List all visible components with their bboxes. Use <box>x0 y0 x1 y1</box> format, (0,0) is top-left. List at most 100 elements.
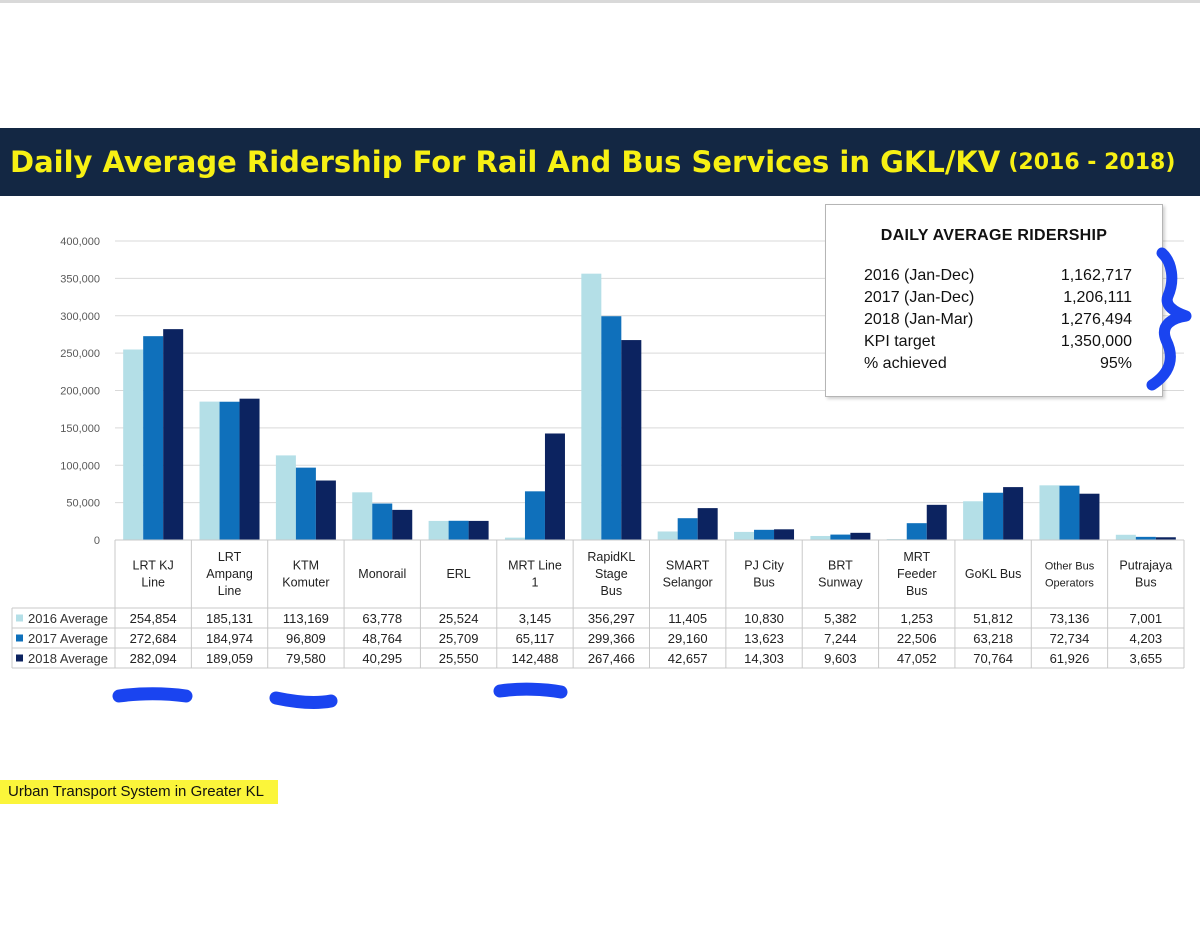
category-label: Bus <box>753 576 775 590</box>
bar <box>1155 537 1176 540</box>
y-tick-label: 400,000 <box>60 236 100 248</box>
legend-label: 2016 Average <box>28 611 108 626</box>
bar <box>448 520 469 540</box>
data-value-label: 272,684 <box>130 631 177 646</box>
summary-row-label: % achieved <box>864 355 947 372</box>
category-label: Bus <box>1135 576 1157 590</box>
bar <box>468 520 489 540</box>
bar <box>1135 536 1156 540</box>
data-value-label: 282,094 <box>130 651 177 666</box>
category-label: Putrajaya <box>1119 559 1172 573</box>
data-value-label: 9,603 <box>824 651 857 666</box>
summary-rows: 2016 (Jan-Dec) 1,162,717 2017 (Jan-Dec) … <box>864 265 1132 375</box>
category-label: MRT Line <box>508 559 562 573</box>
data-value-label: 14,303 <box>744 651 784 666</box>
bar <box>830 534 851 540</box>
category-label: GoKL Bus <box>965 567 1022 581</box>
category-label: KTM <box>293 559 319 573</box>
bar <box>1079 493 1100 540</box>
y-tick-label: 100,000 <box>60 460 100 472</box>
data-value-label: 47,052 <box>897 651 937 666</box>
category-label: Selangor <box>663 576 713 590</box>
data-value-label: 48,764 <box>362 631 402 646</box>
category-label: Line <box>218 584 242 598</box>
bar <box>275 455 296 540</box>
summary-row-value: 1,206,111 <box>1063 289 1132 306</box>
pen-underline-lrt-kj <box>112 687 193 703</box>
summary-row: KPI target 1,350,000 <box>864 331 1132 353</box>
bar <box>926 504 947 540</box>
bar <box>1059 485 1080 540</box>
pen-underline-mrt <box>493 682 568 699</box>
data-value-label: 25,550 <box>439 651 479 666</box>
bar <box>621 340 642 540</box>
summary-row-value: 1,162,717 <box>1060 267 1132 284</box>
category-label: PJ City <box>744 559 784 573</box>
summary-row: 2016 (Jan-Dec) 1,162,717 <box>864 265 1132 287</box>
data-value-label: 184,974 <box>206 631 253 646</box>
data-value-label: 25,709 <box>439 631 479 646</box>
category-label: 1 <box>531 576 538 590</box>
data-value-label: 70,764 <box>973 651 1013 666</box>
data-value-label: 42,657 <box>668 651 708 666</box>
summary-row-value: 1,276,494 <box>1060 311 1132 328</box>
ridership-chart: 0 50,000 100,000 150,000 200,000 250,000 300,0… <box>11 236 1185 669</box>
summary-row-label: 2017 (Jan-Dec) <box>864 289 975 306</box>
bar <box>219 401 240 540</box>
category-label: MRT <box>903 550 930 564</box>
bar <box>524 491 545 540</box>
summary-row: % achieved 95% <box>864 353 1132 375</box>
summary-row-value: 95% <box>1099 355 1132 372</box>
data-value-label: 61,926 <box>1050 651 1090 666</box>
data-value-label: 4,203 <box>1130 631 1163 646</box>
bar <box>581 273 602 540</box>
bar <box>239 398 260 540</box>
data-value-label: 142,488 <box>511 651 558 666</box>
category-label: Feeder <box>897 567 937 581</box>
pen-underline-ktm <box>269 691 338 709</box>
data-value-label: 63,218 <box>973 631 1013 646</box>
category-label: Stage <box>595 567 628 581</box>
category-label: LRT <box>218 550 242 564</box>
summary-row-label: KPI target <box>864 333 936 350</box>
data-value-label: 79,580 <box>286 651 326 666</box>
data-value-label: 113,169 <box>283 611 329 626</box>
data-value-label: 73,136 <box>1050 611 1090 626</box>
category-label: Monorail <box>358 567 406 581</box>
category-label: SMART <box>666 559 710 573</box>
bar <box>774 529 795 540</box>
legend-label: 2017 Average <box>28 631 108 646</box>
bar <box>983 492 1004 540</box>
bar <box>428 520 449 540</box>
category-label: Operators <box>1045 578 1094 590</box>
data-value-label: 96,809 <box>286 631 326 646</box>
chart-title-years: (2016 - 2018) <box>1008 149 1176 175</box>
data-value-label: 189,059 <box>206 651 253 666</box>
category-label: Ampang <box>206 567 253 581</box>
bar <box>1039 485 1060 540</box>
data-value-label: 7,001 <box>1130 611 1163 626</box>
data-value-label: 299,366 <box>588 631 635 646</box>
category-label: Sunway <box>818 576 863 590</box>
legend-label: 2018 Average <box>28 651 108 666</box>
category-label: RapidKL <box>587 550 635 564</box>
bar <box>906 523 927 540</box>
bar <box>697 508 718 540</box>
data-value-label: 13,623 <box>744 631 784 646</box>
data-value-label: 10,830 <box>744 611 784 626</box>
bar <box>544 433 565 540</box>
data-value-label: 267,466 <box>588 651 635 666</box>
bar <box>850 532 871 540</box>
data-value-label: 11,405 <box>668 611 707 626</box>
y-tick-label: 150,000 <box>60 423 100 435</box>
data-value-label: 356,297 <box>588 611 635 626</box>
data-value-label: 7,244 <box>824 631 857 646</box>
y-tick-label: 200,000 <box>60 386 100 398</box>
data-value-label: 65,117 <box>516 631 555 646</box>
bar <box>1003 487 1024 540</box>
title-banner: Daily Average Ridership For Rail And Bus… <box>0 128 1200 196</box>
summary-box: DAILY AVERAGE RIDERSHIP 2016 (Jan-Dec) 1… <box>825 204 1163 397</box>
data-value-label: 3,655 <box>1130 651 1163 666</box>
legend-swatch <box>16 634 23 642</box>
legend-swatch <box>16 654 23 662</box>
